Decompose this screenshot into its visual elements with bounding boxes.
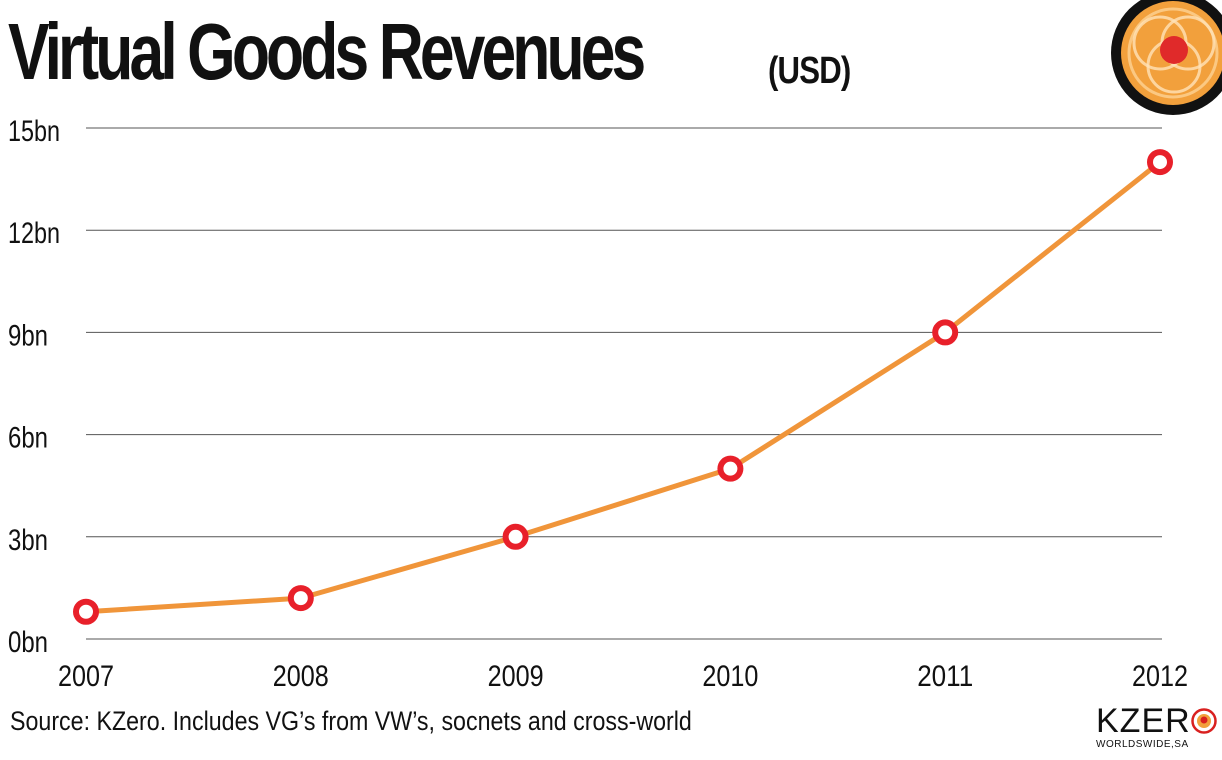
data-point-2007 (73, 598, 99, 625)
data-point-2012 (1147, 149, 1173, 176)
kzero-logo-icon (1111, 0, 1222, 115)
x-tick-label: 2008 (273, 660, 329, 693)
y-tick-label: 6bn (8, 422, 48, 455)
data-point-marker (932, 319, 959, 346)
data-point-marker (287, 585, 314, 612)
data-point-2009 (502, 523, 529, 550)
brand-name-text: KZER (1096, 702, 1191, 740)
y-tick-label: 9bn (8, 319, 48, 352)
chart-title-unit: (USD) (768, 50, 851, 92)
series (73, 149, 1173, 625)
data-point-marker (502, 523, 529, 550)
source-note: Source: KZero. Includes VG’s from VW’s, … (10, 706, 692, 736)
brand-o-icon (1190, 708, 1217, 734)
chart-title-main: Virtual Goods Revenues (8, 7, 646, 96)
data-point-2008 (287, 585, 314, 612)
data-point-2011 (932, 319, 959, 346)
data-point-marker (73, 598, 99, 625)
brand-logo: KZER WORLDSWIDE,SA (1096, 702, 1217, 750)
brand-name: KZER (1096, 702, 1217, 740)
data-point-2010 (717, 455, 744, 482)
x-tick-label: 2011 (917, 660, 973, 693)
y-tick-label: 15bn (8, 115, 60, 148)
data-point-marker (717, 455, 744, 482)
brand-subtitle: WORLDSWIDE,SA (1096, 739, 1189, 750)
y-tick-label: 12bn (8, 217, 60, 250)
x-tick-label: 2012 (1132, 660, 1188, 693)
series-line (83, 159, 1163, 615)
line-chart: 0bn 3bn 6bn 9bn 12bn 15bn 2007 2008 2009 2010 201… (8, 115, 1188, 693)
y-tick-label: 0bn (8, 626, 48, 659)
x-axis-ticks: 2007 2008 2009 2010 2011 2012 (58, 660, 1188, 693)
y-axis-ticks: 0bn 3bn 6bn 9bn 12bn 15bn (8, 115, 60, 659)
x-tick-label: 2010 (702, 660, 758, 693)
data-point-marker (1147, 149, 1173, 176)
x-tick-label: 2009 (488, 660, 544, 693)
chart-title: Virtual Goods Revenues (8, 6, 821, 98)
grid-lines (86, 127, 1162, 640)
y-tick-label: 3bn (8, 524, 48, 557)
x-tick-label: 2007 (58, 660, 114, 693)
